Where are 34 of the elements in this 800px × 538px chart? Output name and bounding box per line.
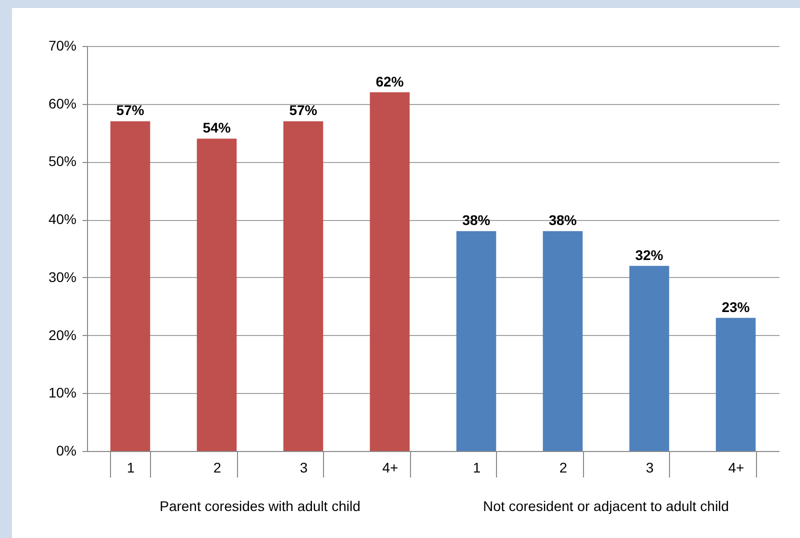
y-tick-label: 0% xyxy=(56,442,76,458)
text: Parent coresides with adult child xyxy=(160,498,360,514)
bar xyxy=(629,266,670,451)
x-tick-label: 1 xyxy=(472,460,481,476)
x-tick-label: 2 xyxy=(559,460,568,476)
bar xyxy=(716,318,756,451)
data-label: 32% xyxy=(635,246,664,263)
bar xyxy=(196,138,237,451)
x-tick-label: 4+ xyxy=(382,460,398,476)
x-tick-label: 4+ xyxy=(728,460,744,476)
y-tick-label: 50% xyxy=(48,153,76,170)
x-tick-label: 3 xyxy=(646,460,654,476)
bar xyxy=(456,231,496,451)
x-tick-label: 3 xyxy=(300,460,308,476)
data-label: 38% xyxy=(462,212,491,228)
text: Not coresident or adjacent to adult child xyxy=(483,498,729,514)
data-label: 54% xyxy=(202,120,232,136)
data-label: 23% xyxy=(722,298,750,315)
data-label: 38% xyxy=(548,212,578,228)
x-tick-label: 2 xyxy=(213,460,222,476)
bar xyxy=(542,231,583,451)
data-label: 62% xyxy=(376,73,404,90)
y-tick-label: 30% xyxy=(48,268,76,285)
y-tick-label: 40% xyxy=(48,211,76,228)
y-tick-label: 20% xyxy=(48,326,76,343)
bar xyxy=(283,121,324,451)
data-label: 57% xyxy=(116,102,145,118)
data-label: 57% xyxy=(289,102,318,118)
bar xyxy=(110,121,150,451)
y-tick-label: 70% xyxy=(48,38,76,54)
x-tick-label: 1 xyxy=(126,460,135,476)
y-tick-label: 10% xyxy=(48,384,76,401)
bar xyxy=(370,92,410,451)
y-tick-label: 60% xyxy=(48,95,76,112)
